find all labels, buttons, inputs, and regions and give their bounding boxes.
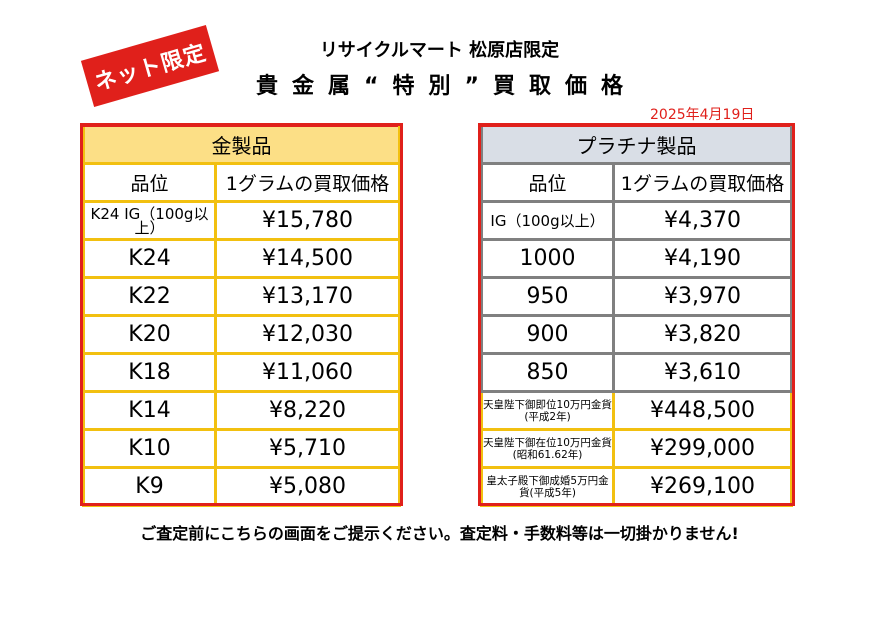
gold-grade-cell: K14 [82, 390, 217, 431]
table-row: K24 ¥14,500 [82, 238, 401, 279]
gold-grade-cell: K24 [82, 238, 217, 279]
gold-grade-cell: K18 [82, 352, 217, 393]
platinum-price-cell: ¥3,970 [612, 276, 793, 317]
platinum-price-cell: ¥4,190 [612, 238, 793, 279]
platinum-grade-cell: 天皇陛下御即位10万円金貨(平成2年) [480, 390, 615, 431]
platinum-grade-cell: 1000 [480, 238, 615, 279]
gold-price-cell: ¥14,500 [214, 238, 401, 279]
table-row: IG（100g以上） ¥4,370 [480, 200, 793, 241]
page-title: 貴金属“特別”買取価格 [256, 74, 637, 99]
gold-price-cell: ¥8,220 [214, 390, 401, 431]
platinum-grade-header: 品位 [480, 162, 615, 203]
platinum-price-cell: ¥3,820 [612, 314, 793, 355]
gold-grade-cell: K9 [82, 466, 217, 507]
platinum-price-table: プラチナ製品 品位 1グラムの買取価格 IG（100g以上） ¥4,370 10… [480, 124, 793, 507]
table-row: K22 ¥13,170 [82, 276, 401, 317]
gold-grade-cell: K24 IG（100g以上） [82, 200, 217, 241]
table-row: K18 ¥11,060 [82, 352, 401, 393]
platinum-price-cell: ¥299,000 [612, 428, 793, 469]
gold-grade-cell: K20 [82, 314, 217, 355]
platinum-table-title: プラチナ製品 [480, 124, 793, 165]
table-row: K24 IG（100g以上） ¥15,780 [82, 200, 401, 241]
table-row: 1000 ¥4,190 [480, 238, 793, 279]
gold-price-cell: ¥5,710 [214, 428, 401, 469]
gold-grade-cell: K10 [82, 428, 217, 469]
platinum-price-cell: ¥3,610 [612, 352, 793, 393]
store-name: リサイクルマート 松原店限定 [319, 40, 560, 61]
table-row: K9 ¥5,080 [82, 466, 401, 507]
table-row: 950 ¥3,970 [480, 276, 793, 317]
gold-price-cell: ¥13,170 [214, 276, 401, 317]
table-row: 天皇陛下御即位10万円金貨(平成2年) ¥448,500 [480, 390, 793, 431]
table-row: 天皇陛下御在位10万円金貨(昭和61.62年) ¥299,000 [480, 428, 793, 469]
price-date: 2025年4月19日 [650, 107, 755, 123]
table-row: 皇太子殿下御成婚5万円金貨(平成5年) ¥269,100 [480, 466, 793, 507]
gold-price-cell: ¥15,780 [214, 200, 401, 241]
platinum-grade-cell: 天皇陛下御在位10万円金貨(昭和61.62年) [480, 428, 615, 469]
gold-price-cell: ¥11,060 [214, 352, 401, 393]
gold-table-title: 金製品 [82, 124, 401, 165]
gold-price-cell: ¥12,030 [214, 314, 401, 355]
platinum-grade-cell: 900 [480, 314, 615, 355]
gold-price-header: 1グラムの買取価格 [214, 162, 401, 203]
platinum-grade-cell: IG（100g以上） [480, 200, 615, 241]
platinum-price-cell: ¥269,100 [612, 466, 793, 507]
footer-notice: ご査定前にこちらの画面をご提示ください。査定料・手数料等は一切掛かりません! [140, 524, 739, 543]
table-row: K14 ¥8,220 [82, 390, 401, 431]
table-row: K10 ¥5,710 [82, 428, 401, 469]
platinum-price-header: 1グラムの買取価格 [612, 162, 793, 203]
gold-grade-cell: K22 [82, 276, 217, 317]
table-row: 850 ¥3,610 [480, 352, 793, 393]
table-row: K20 ¥12,030 [82, 314, 401, 355]
platinum-price-cell: ¥4,370 [612, 200, 793, 241]
platinum-grade-cell: 850 [480, 352, 615, 393]
platinum-price-cell: ¥448,500 [612, 390, 793, 431]
gold-price-table: 金製品 品位 1グラムの買取価格 K24 IG（100g以上） ¥15,780 … [82, 124, 401, 507]
platinum-grade-cell: 950 [480, 276, 615, 317]
table-row: 900 ¥3,820 [480, 314, 793, 355]
gold-price-cell: ¥5,080 [214, 466, 401, 507]
gold-grade-header: 品位 [82, 162, 217, 203]
platinum-grade-cell: 皇太子殿下御成婚5万円金貨(平成5年) [480, 466, 615, 507]
